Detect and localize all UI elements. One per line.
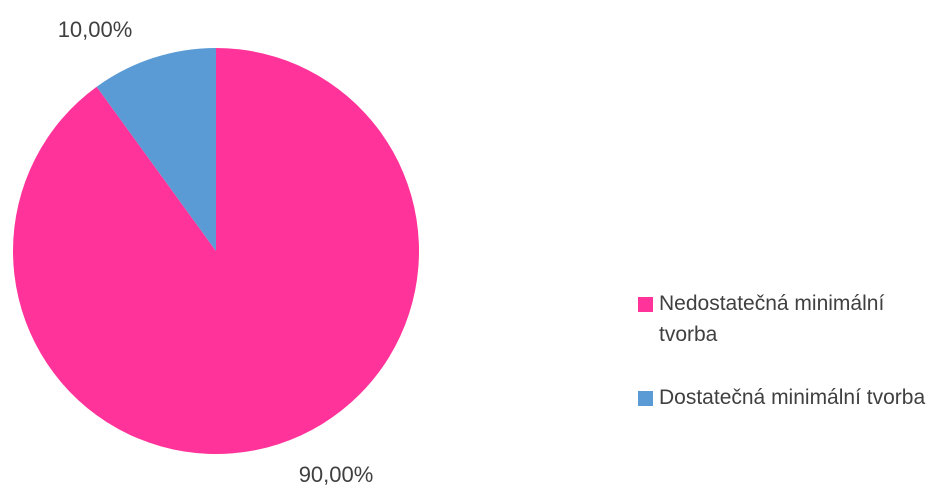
pie-slice-1 [12, 48, 419, 455]
legend-label-1: Nedostatečná minimální tvorba [659, 292, 885, 346]
legend-item-1: Nedostatečná minimální tvorba [638, 288, 928, 350]
pie-slices [12, 48, 419, 455]
chart-legend: Nedostatečná minimální tvorba Dostatečná… [638, 288, 928, 445]
legend-label-2: Dostatečná minimální tvorba [659, 386, 926, 409]
pie-slice-2 [96, 48, 216, 251]
legend-swatch-1 [638, 297, 653, 312]
data-label-slice-1: 90,00% [299, 462, 374, 487]
legend-item-2: Dostatečná minimální tvorba [638, 382, 928, 413]
legend-swatch-2 [638, 391, 653, 406]
data-label-slice-2: 10,00% [58, 17, 133, 42]
